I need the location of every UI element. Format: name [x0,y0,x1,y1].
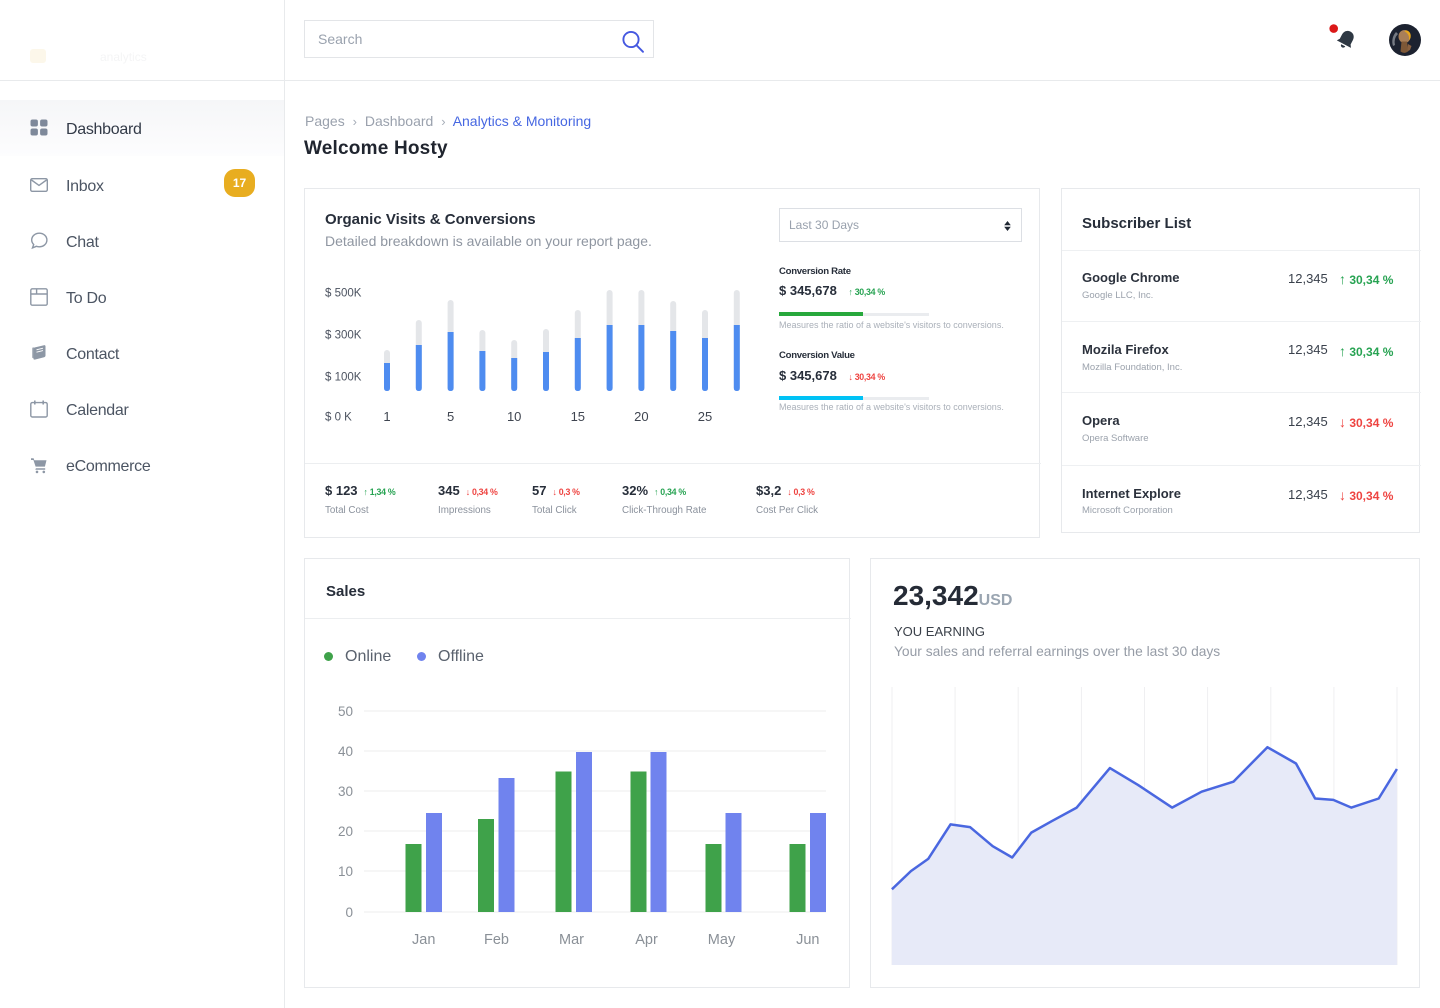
svg-text:40: 40 [338,744,353,759]
svg-text:May: May [708,932,736,948]
svg-text:30: 30 [338,784,353,799]
svg-text:5: 5 [447,409,454,424]
svg-text:50: 50 [338,704,353,719]
svg-text:10: 10 [507,409,521,424]
svg-text:analytics: analytics [100,50,147,64]
svg-text:1: 1 [383,409,390,424]
svg-text:25: 25 [698,409,712,424]
svg-text:Mar: Mar [559,932,584,948]
svg-text:$ 100K: $ 100K [325,372,362,384]
svg-text:Feb: Feb [484,932,509,948]
svg-text:$ 0 K: $ 0 K [325,412,352,424]
svg-text:10: 10 [338,864,353,879]
svg-text:Jan: Jan [412,932,435,948]
svg-text:15: 15 [571,409,585,424]
svg-text:$ 300K: $ 300K [325,330,362,342]
svg-text:0: 0 [345,905,353,920]
svg-text:Apr: Apr [635,932,658,948]
svg-text:$ 500K: $ 500K [325,288,362,300]
svg-text:20: 20 [338,824,353,839]
svg-text:Jun: Jun [796,932,819,948]
svg-text:20: 20 [634,409,648,424]
